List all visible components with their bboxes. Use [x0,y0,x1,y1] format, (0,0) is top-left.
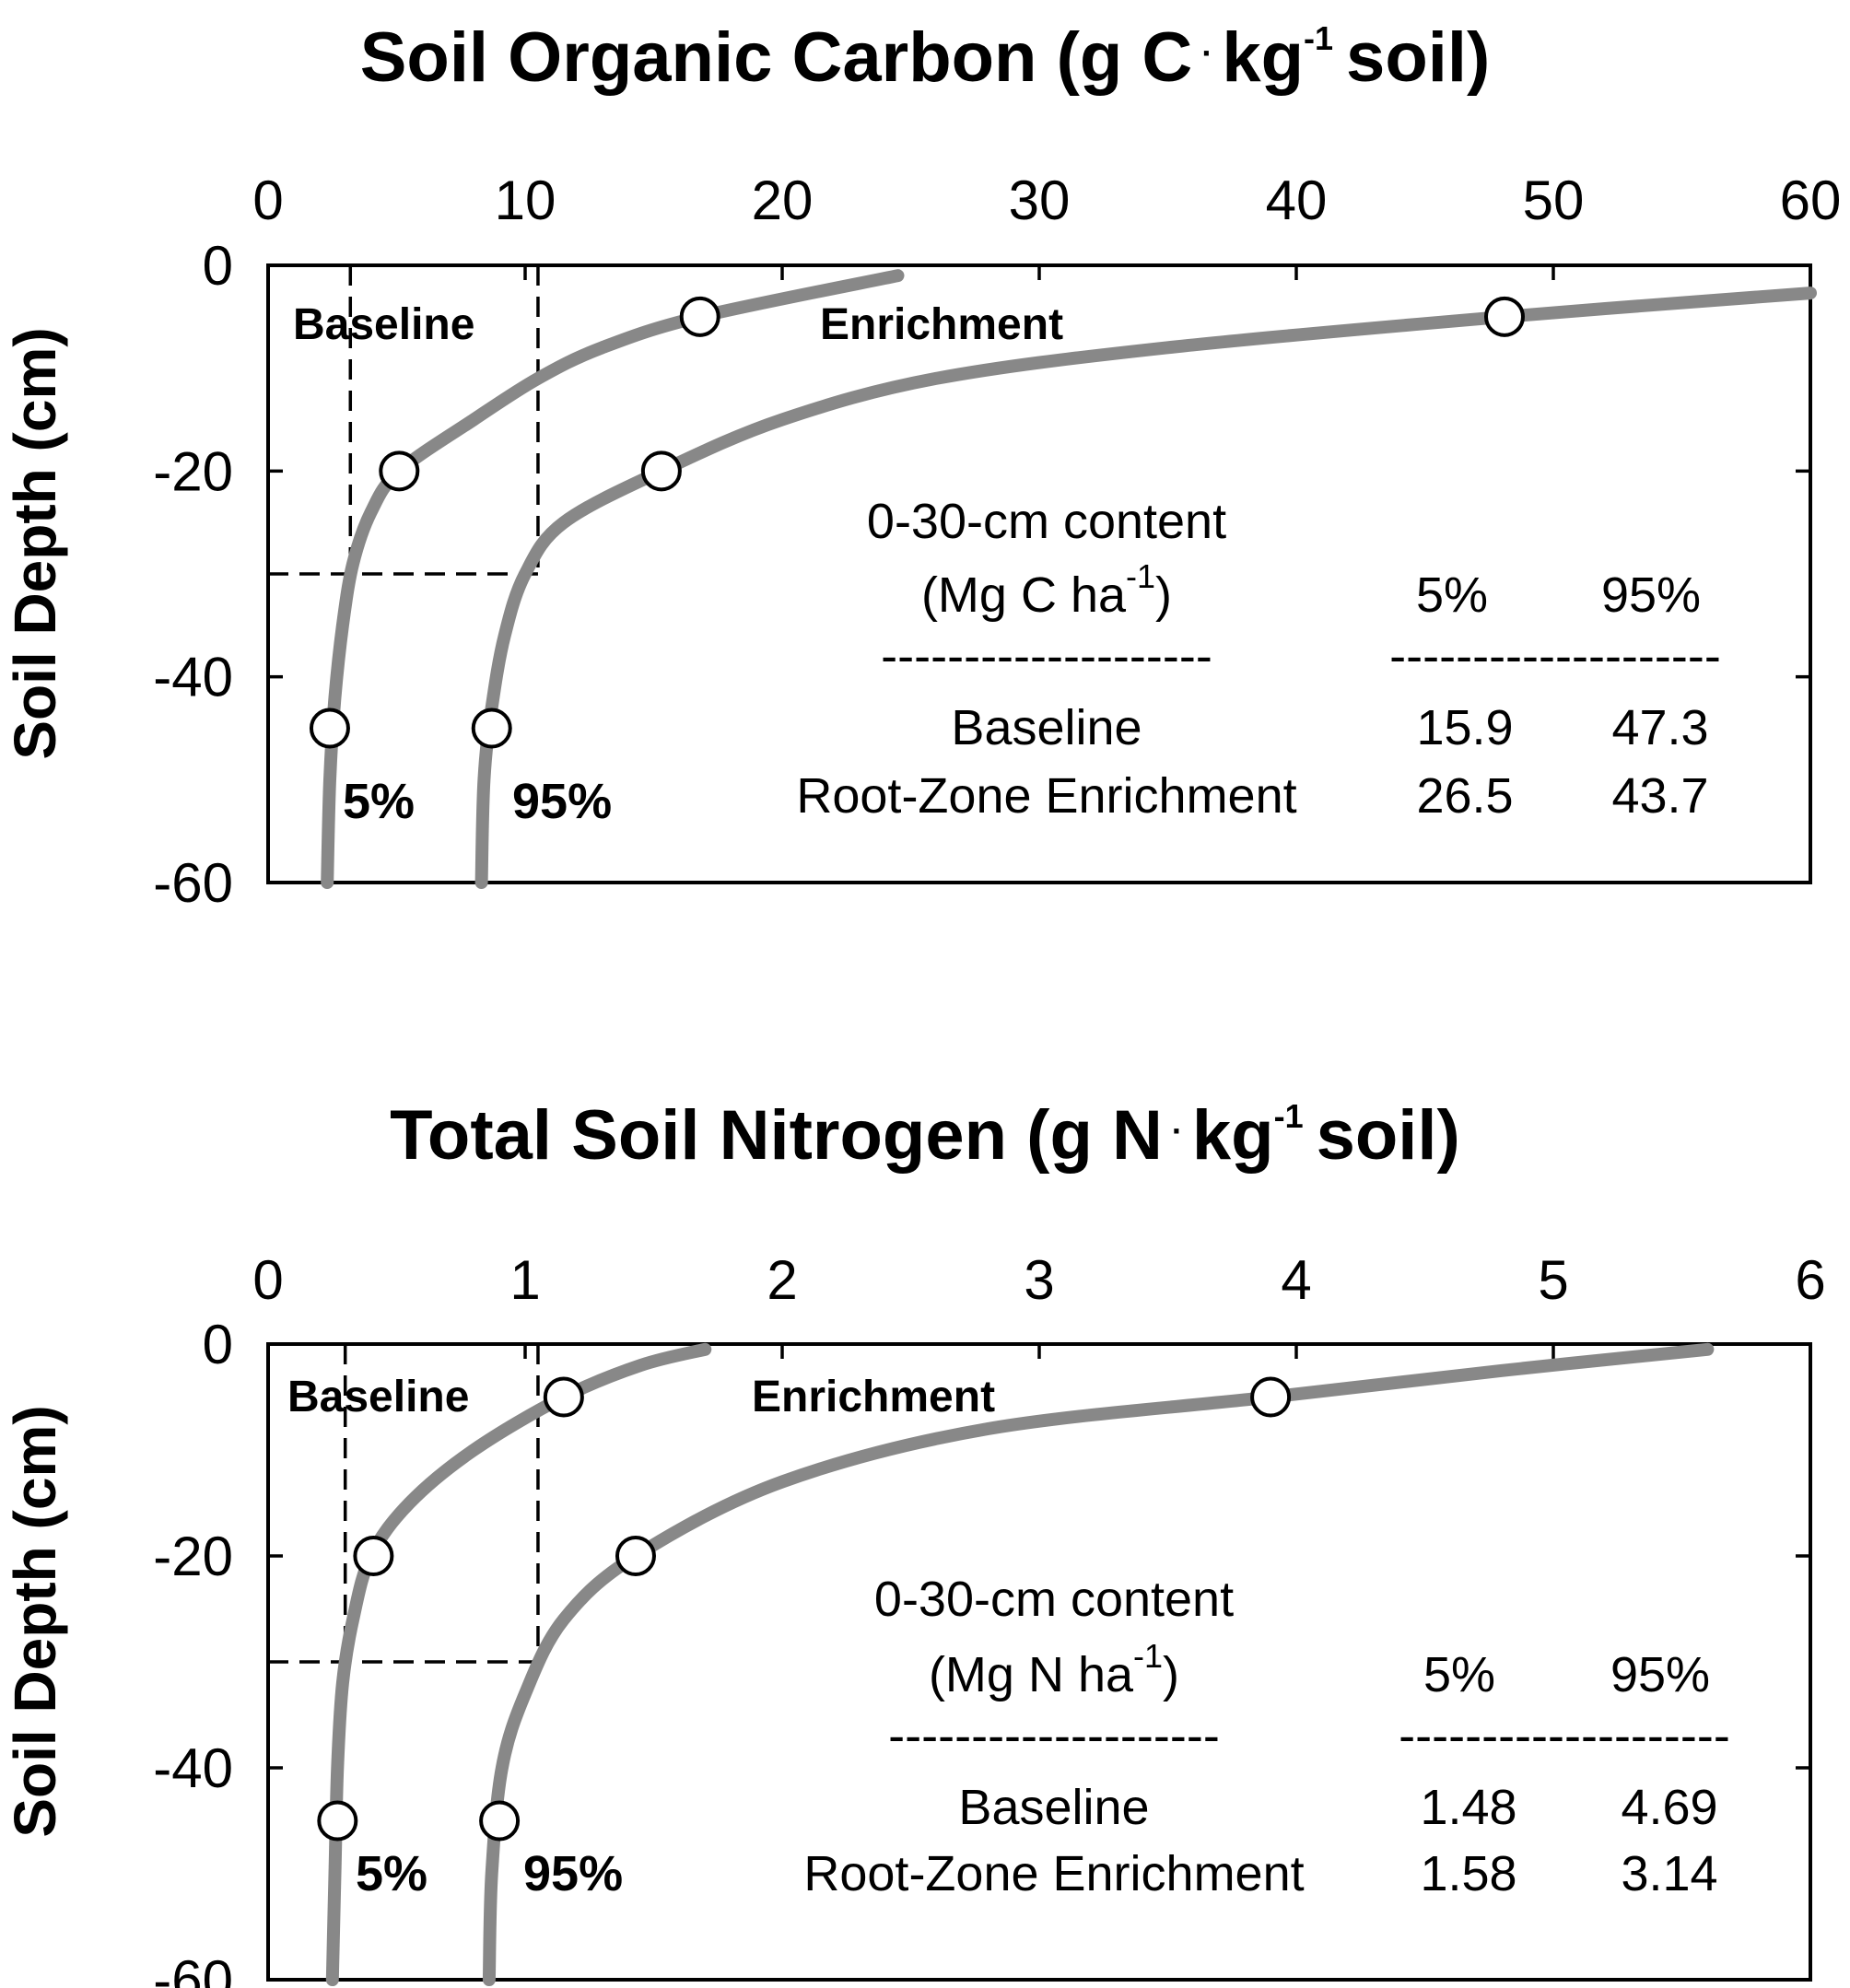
tsn-content-table: 0-30-cm content (Mg N ha-1) 5% 95% -----… [803,1572,1729,1901]
soc-table-baseline-95: 47.3 [1611,700,1708,755]
soc-x-tick-label: 20 [752,170,814,231]
tsn-table-rule-right: -------------------- [1399,1708,1730,1763]
soc-data-point [471,707,512,749]
tsn-x-tick-label: 3 [1024,1249,1054,1311]
soc-table-row-enrichment: Root-Zone Enrichment [796,768,1296,824]
soc-enrichment-label: Enrichment [820,300,1063,349]
tsn-x-tick-label: 4 [1281,1249,1311,1311]
soc-panel: Soil Organic Carbon (g C · kg-1 soil) Soil … [2,18,1841,914]
soc-baseline-box [268,265,540,576]
tsn-table-heading: 0-30-cm content [874,1572,1234,1627]
tsn-x-tick-label: 2 [767,1249,797,1311]
tsn-table-row-baseline: Baseline [958,1780,1149,1835]
tsn-chart-title: Total Soil Nitrogen (g N · kg-1 soil) [390,1096,1460,1175]
soc-x-tick-label: 40 [1266,170,1328,231]
soc-chart-title: Soil Organic Carbon (g C · kg-1 soil) [360,18,1491,97]
soc-content-table: 0-30-cm content (Mg C ha-1) 5% 95% -----… [796,494,1720,824]
soc-95pct-label: 95% [512,774,612,829]
soc-x-tick-label: 10 [495,170,556,231]
soc-curve-95pct [474,287,1817,889]
tsn-panel: Total Soil Nitrogen (g N · kg-1 soil) Soil … [2,1096,1826,1988]
soc-data-point [379,450,420,492]
soc-y-tick-label: -60 [153,852,233,914]
soc-x-tick-label: 50 [1523,170,1585,231]
tsn-table-enrichment-95: 3.14 [1621,1846,1717,1901]
tsn-table-baseline-95: 4.69 [1621,1780,1717,1835]
tsn-y-tick-label: -20 [153,1526,233,1587]
soc-y-tick-label: 0 [203,235,233,297]
tsn-x-tick-label: 1 [509,1249,540,1311]
tsn-table-enrichment-5: 1.58 [1420,1846,1516,1901]
tsn-95pct-label: 95% [523,1846,623,1901]
tsn-baseline-label: Baseline [287,1373,469,1421]
tsn-table-rule-left: -------------------- [888,1708,1220,1763]
tsn-y-axis-label: Soil Depth (cm) [2,1405,68,1837]
soc-table-col-5: 5% [1416,567,1488,623]
tsn-x-ticks: 0 1 2 3 4 5 6 [252,1249,1826,1359]
soc-data-point [640,450,682,492]
tsn-data-point [317,1800,358,1842]
tsn-baseline-box [268,1344,540,1664]
soc-table-heading: 0-30-cm content [867,494,1226,549]
soc-table-rule-right: -------------------- [1389,628,1721,684]
soc-y-axis-label: Soil Depth (cm) [2,327,68,759]
soc-markers [309,296,1525,749]
soc-data-point [1483,296,1525,337]
tsn-table-unit: (Mg N ha-1) [929,1637,1179,1702]
soc-table-row-baseline: Baseline [951,700,1142,755]
tsn-table-col-5: 5% [1423,1647,1495,1702]
soc-table-rule-left: -------------------- [881,628,1212,684]
soc-y-tick-label: -40 [153,647,233,708]
tsn-y-tick-label: -40 [153,1737,233,1799]
soc-table-baseline-5: 15.9 [1416,700,1513,755]
soc-x-ticks: 0 10 20 30 40 50 60 [252,170,1841,280]
tsn-y-tick-label: 0 [203,1314,233,1375]
tsn-curve-95pct [482,1342,1715,1986]
tsn-y-ticks: 0 -20 -40 -60 [153,1314,1810,1988]
soc-data-point [309,707,350,749]
tsn-table-col-95: 95% [1610,1647,1710,1702]
tsn-y-tick-label: -60 [153,1949,233,1988]
soc-data-point [679,296,720,337]
tsn-markers [317,1376,1292,1842]
tsn-data-point [1250,1376,1292,1418]
soc-table-enrichment-95: 43.7 [1611,768,1708,824]
soc-5pct-label: 5% [343,774,415,829]
soc-y-ticks: 0 -20 -40 -60 [153,235,1810,914]
soc-table-col-95: 95% [1601,567,1701,623]
tsn-data-point [353,1536,394,1576]
soc-x-tick-label: 0 [252,170,283,231]
tsn-data-point [543,1376,584,1418]
tsn-enrichment-label: Enrichment [752,1373,995,1421]
tsn-x-tick-label: 6 [1795,1249,1825,1311]
tsn-5pct-label: 5% [356,1846,427,1901]
tsn-table-row-enrichment: Root-Zone Enrichment [803,1846,1304,1901]
soc-x-tick-label: 60 [1780,170,1842,231]
soc-y-tick-label: -20 [153,440,233,502]
tsn-data-point [479,1800,521,1842]
tsn-table-baseline-5: 1.48 [1420,1780,1516,1835]
soc-table-unit: (Mg C ha-1) [921,557,1172,623]
tsn-data-point [615,1536,656,1576]
soc-baseline-label: Baseline [293,300,474,349]
soc-table-enrichment-5: 26.5 [1416,768,1513,824]
tsn-x-tick-label: 0 [252,1249,283,1311]
tsn-x-tick-label: 5 [1538,1249,1568,1311]
soc-x-tick-label: 30 [1009,170,1071,231]
